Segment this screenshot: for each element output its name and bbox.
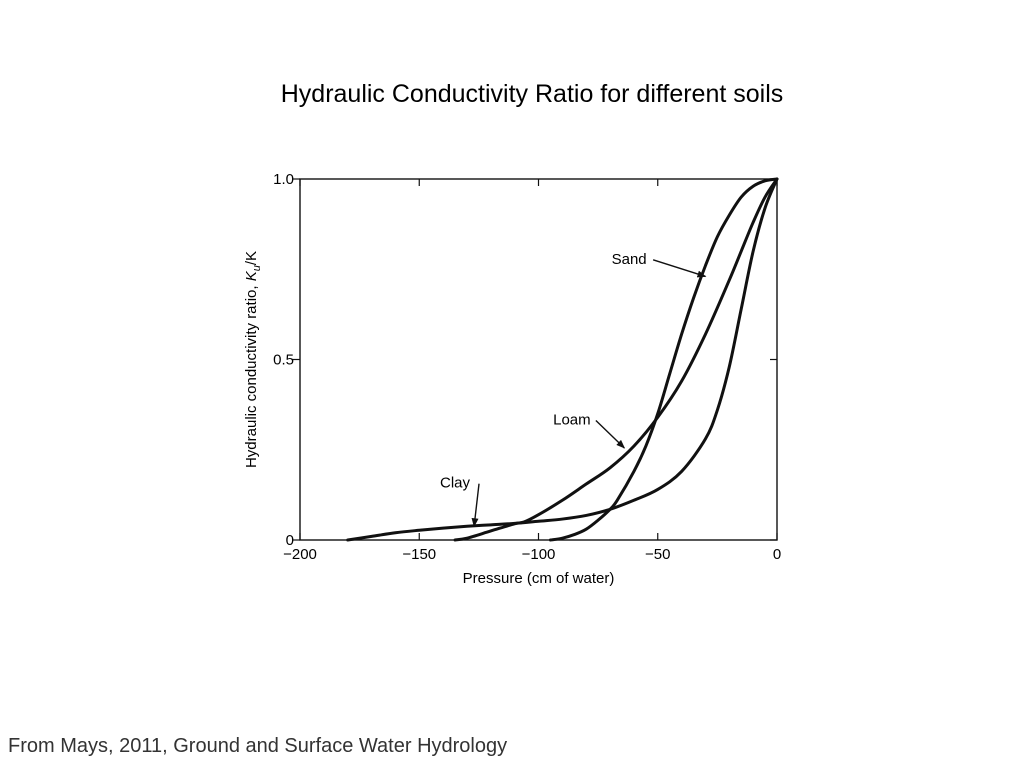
x-tick-label: −50 <box>645 546 670 563</box>
series-labels: Sand Loam Clay <box>440 251 707 528</box>
source-citation: From Mays, 2011, Ground and Surface Wate… <box>8 735 508 757</box>
x-tick-label: 0 <box>773 546 781 563</box>
series-line-sand <box>548 177 779 542</box>
plot-frame <box>299 178 778 541</box>
series-line-loam <box>453 177 779 542</box>
x-tick-label: −150 <box>402 546 436 563</box>
y-tick-label: 1.0 <box>273 171 294 188</box>
y-axis-label-prefix: Hydraulic conductivity ratio, <box>243 281 260 468</box>
x-axis-label: Pressure (cm of water) <box>463 570 615 587</box>
y-axis: 0 0.5 1.0 <box>273 171 777 549</box>
series-label-loam: Loam <box>553 411 591 428</box>
series-line-clay <box>346 177 779 542</box>
series-label-arrow-loam <box>595 419 626 449</box>
y-axis-label-symbol: K <box>243 270 260 281</box>
y-axis-label: Hydraulic conductivity ratio, Ku/K <box>243 251 263 468</box>
slide-title: Hydraulic Conductivity Ratio for differe… <box>280 80 784 108</box>
x-axis: −200 −150 −100 −50 0 <box>283 179 781 563</box>
y-tick-label: 0 <box>286 532 294 549</box>
series-label-clay: Clay <box>440 475 471 492</box>
y-axis-label-suffix: /K <box>243 251 260 265</box>
data-curves <box>346 177 779 542</box>
y-axis-label-subscript: u <box>251 265 263 271</box>
series-label-arrow-clay <box>471 483 480 528</box>
series-label-arrow-sand <box>652 259 707 278</box>
x-tick-label: −200 <box>283 546 317 563</box>
x-tick-label: −100 <box>522 546 556 563</box>
series-label-sand: Sand <box>612 251 647 268</box>
y-tick-label: 0.5 <box>273 352 294 369</box>
